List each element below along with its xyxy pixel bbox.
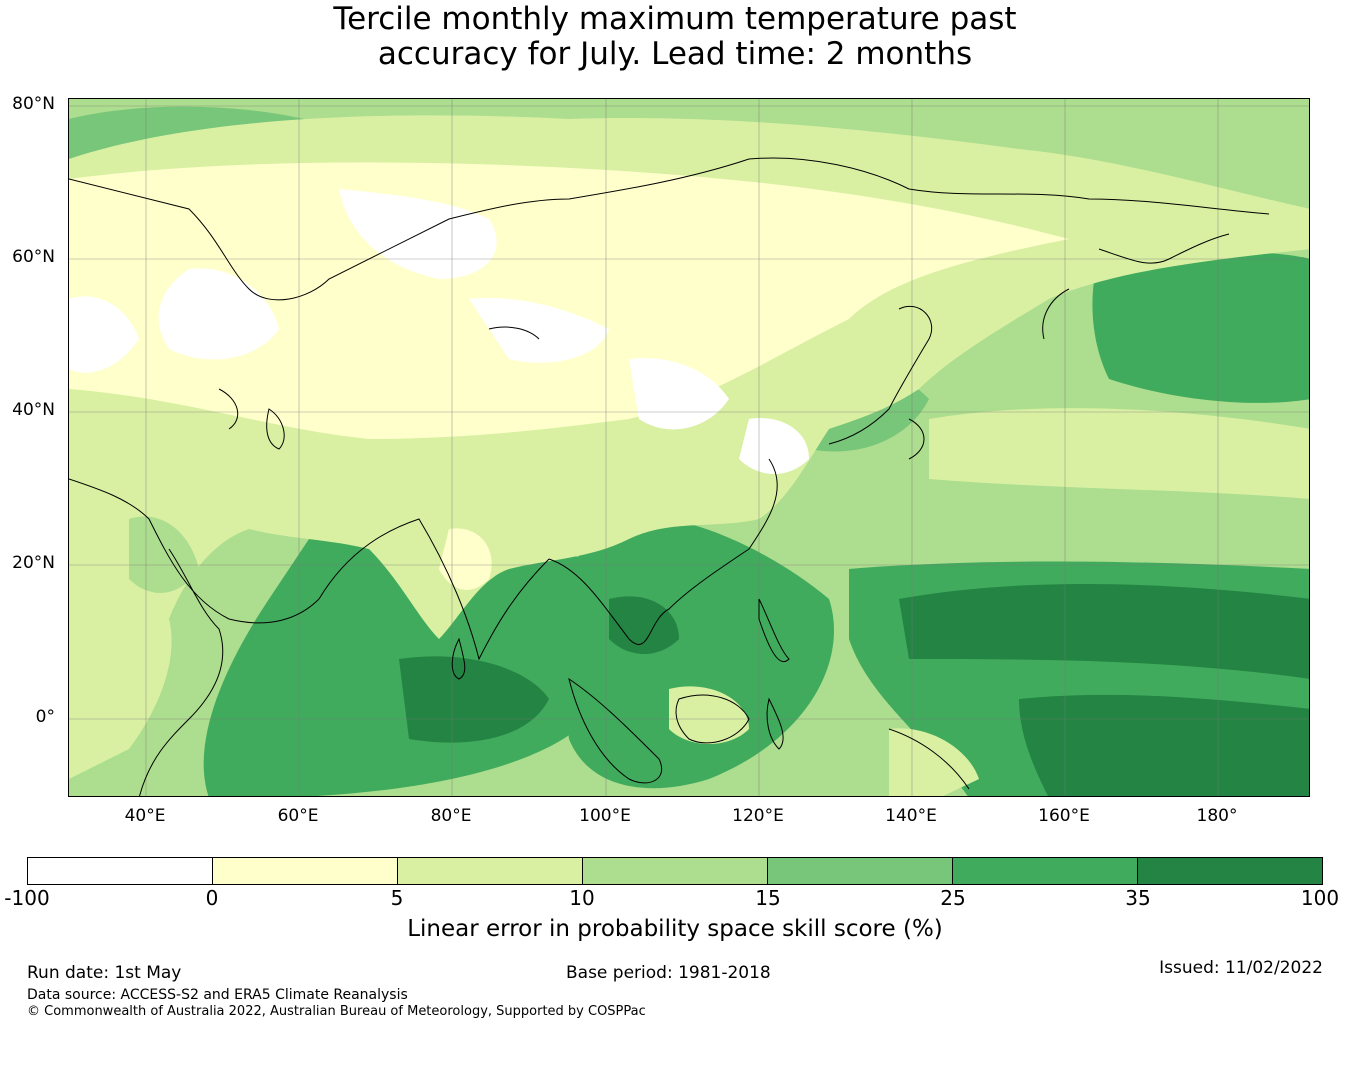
map-canvas (69, 99, 1309, 796)
chart-title-line1: Tercile monthly maximum temperature past (333, 1, 1017, 37)
colorbar-segment-15-25 (768, 858, 953, 884)
run-date: Run date: 1st May (27, 963, 182, 983)
lon-label-60e: 60°E (277, 806, 319, 826)
lon-label-80e: 80°E (430, 806, 472, 826)
colorbar-tick-0: 0 (205, 886, 219, 910)
lon-label-100e: 100°E (579, 806, 631, 826)
colorbar-tick-25: 25 (940, 886, 966, 910)
lon-label-140e: 140°E (885, 806, 937, 826)
colorbar (27, 857, 1323, 885)
map-gridlines (69, 99, 1309, 796)
lon-label-160e: 160°E (1038, 806, 1090, 826)
colorbar-segment-25-35 (953, 858, 1138, 884)
colorbar-tick-15: 15 (755, 886, 781, 910)
colorbar-tick-35: 35 (1125, 886, 1151, 910)
lat-label-40n: 40°N (12, 400, 55, 420)
lon-label-40e: 40°E (124, 806, 166, 826)
lat-label-0: 0° (35, 707, 55, 727)
lon-label-120e: 120°E (732, 806, 784, 826)
copyright: © Commonwealth of Australia 2022, Austra… (27, 1004, 646, 1019)
colorbar-segment-5-10 (398, 858, 583, 884)
coastlines (69, 157, 1270, 796)
north-pacific-band (929, 408, 1309, 499)
chart-title-line2: accuracy for July. Lead time: 2 months (377, 36, 973, 72)
lat-label-60n: 60°N (12, 247, 55, 267)
skill-map (68, 98, 1310, 797)
colorbar-tick-5: 5 (390, 886, 404, 910)
data-source: Data source: ACCESS-S2 and ERA5 Climate … (27, 987, 408, 1003)
issued-date: Issued: 11/02/2022 (1159, 958, 1323, 978)
land-mass (69, 115, 1309, 796)
lat-label-80n: 80°N (12, 94, 55, 114)
base-period: Base period: 1981-2018 (566, 963, 771, 983)
colorbar-segment-35-100 (1138, 858, 1322, 884)
lat-label-20n: 20°N (12, 553, 55, 573)
colorbar-tick-100: 100 (1300, 886, 1340, 910)
lon-label-180: 180° (1196, 806, 1238, 826)
colorbar-tick-neg100: -100 (4, 886, 50, 910)
colorbar-segment-10-15 (583, 858, 768, 884)
colorbar-label: Linear error in probability space skill … (407, 916, 943, 942)
colorbar-segment-neg100-0 (28, 858, 213, 884)
colorbar-segment-0-5 (213, 858, 398, 884)
colorbar-tick-10: 10 (569, 886, 595, 910)
